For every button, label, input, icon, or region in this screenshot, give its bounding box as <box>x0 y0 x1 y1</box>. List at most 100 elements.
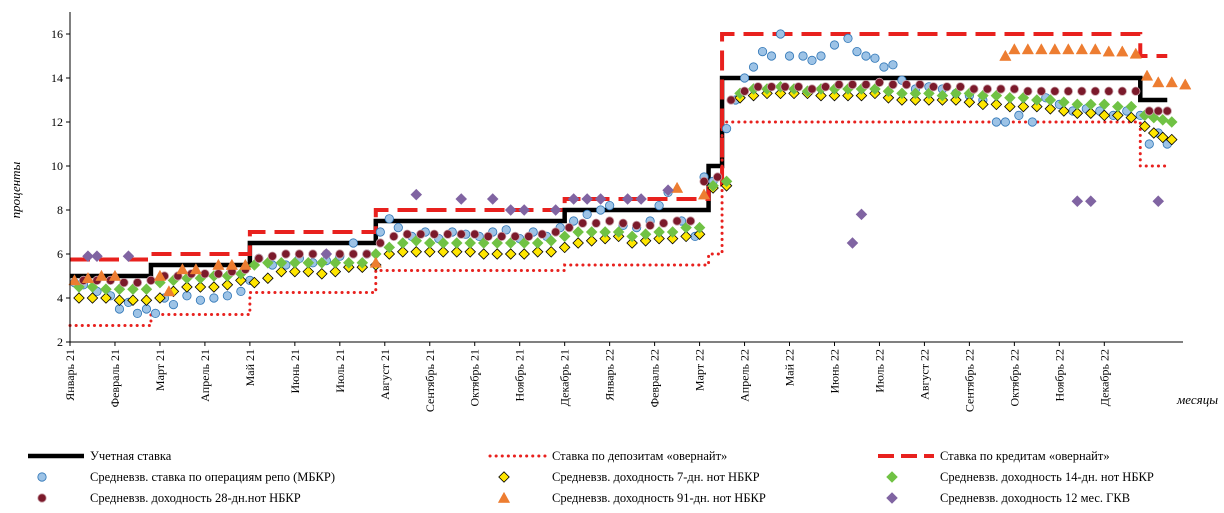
x-tick-label: Январь 22 <box>603 349 617 401</box>
legend: Учетная ставка Ставка по депозитам «оверн… <box>28 449 1154 505</box>
data-point <box>558 230 571 243</box>
x-tick-label: Июль 21 <box>333 349 347 393</box>
data-point <box>1004 100 1016 113</box>
data-point <box>320 248 333 260</box>
data-point <box>119 277 129 288</box>
data-point <box>990 89 1003 102</box>
data-point <box>1117 86 1127 96</box>
data-point <box>774 87 787 100</box>
data-point <box>464 237 476 249</box>
data-point <box>302 265 315 278</box>
data-point <box>154 276 166 289</box>
x-tick-label: Апрель 21 <box>198 349 212 402</box>
x-tick-label: Ноябрь 22 <box>1052 349 1066 402</box>
data-point <box>410 188 423 201</box>
data-point <box>578 218 588 228</box>
data-point <box>757 46 768 57</box>
data-point <box>581 193 593 205</box>
data-point <box>343 257 355 269</box>
data-point <box>397 246 409 258</box>
data-point <box>1009 84 1019 94</box>
data-point <box>963 96 976 108</box>
data-point <box>685 216 696 226</box>
data-point <box>501 225 511 235</box>
data-point <box>596 205 606 215</box>
data-point <box>127 294 139 306</box>
data-point <box>1035 43 1048 55</box>
data-point <box>672 216 682 226</box>
x-tick-label: Май 22 <box>783 349 797 386</box>
data-point <box>991 117 1001 127</box>
data-point <box>236 286 246 296</box>
data-point <box>1116 45 1129 57</box>
data-point <box>335 249 345 259</box>
y-tick-label: 4 <box>57 291 63 305</box>
data-point <box>491 248 503 260</box>
data-point <box>213 269 223 279</box>
data-point <box>828 89 841 102</box>
data-point <box>1156 114 1169 126</box>
data-point <box>1044 103 1057 115</box>
data-point <box>504 204 517 216</box>
data-point <box>437 237 450 249</box>
data-point <box>1165 76 1178 88</box>
data-point <box>896 94 908 106</box>
data-point <box>1125 100 1138 113</box>
data-point <box>1048 43 1061 55</box>
data-point <box>375 227 385 237</box>
data-point <box>1071 195 1084 207</box>
legend-label: Ставка по депозитам «овернайт» <box>552 449 727 463</box>
data-point <box>572 237 584 249</box>
data-point <box>154 292 166 304</box>
data-point <box>176 263 189 275</box>
data-point <box>815 89 827 102</box>
legend-swatch <box>37 472 47 482</box>
data-point <box>1089 43 1102 55</box>
data-point <box>1144 139 1154 149</box>
data-point <box>1031 100 1043 113</box>
data-point <box>1000 117 1010 127</box>
data-point <box>402 229 412 239</box>
data-point <box>766 82 777 92</box>
data-point <box>747 89 760 102</box>
data-point <box>842 89 854 102</box>
data-point <box>846 237 859 249</box>
data-point <box>861 80 871 90</box>
data-point <box>189 263 203 275</box>
data-point <box>639 228 652 240</box>
x-tick-label: Сентябрь 21 <box>423 349 437 412</box>
data-point <box>1050 86 1060 96</box>
data-point <box>645 220 655 230</box>
data-point <box>666 226 679 238</box>
data-point <box>753 82 763 92</box>
data-point <box>712 172 723 182</box>
data-point <box>950 94 962 106</box>
x-tick-label: Май 21 <box>243 349 257 386</box>
data-point <box>1008 43 1021 55</box>
data-point <box>208 281 220 293</box>
data-point <box>1144 106 1154 116</box>
x-axis-title: месяцы <box>1176 392 1218 407</box>
data-point <box>585 226 598 238</box>
data-point <box>720 175 733 188</box>
data-point <box>1090 86 1100 96</box>
legend-label: Средневзв. доходность 14-дн. нот НБКР <box>940 470 1154 484</box>
data-point <box>1085 107 1097 119</box>
data-point <box>626 230 638 243</box>
data-point <box>1027 117 1037 127</box>
data-point <box>275 257 288 269</box>
data-point <box>775 29 786 39</box>
data-point <box>852 46 862 57</box>
data-point <box>254 253 264 263</box>
data-point <box>308 249 318 259</box>
data-point <box>146 275 156 285</box>
y-tick-label: 10 <box>51 159 63 173</box>
data-point <box>950 87 962 100</box>
x-tick-label: Октябрь 22 <box>1007 349 1021 407</box>
data-point <box>653 232 665 245</box>
data-point <box>901 80 912 90</box>
data-point <box>969 84 979 94</box>
data-point <box>599 226 611 238</box>
data-point <box>383 241 396 254</box>
data-point <box>569 216 579 226</box>
